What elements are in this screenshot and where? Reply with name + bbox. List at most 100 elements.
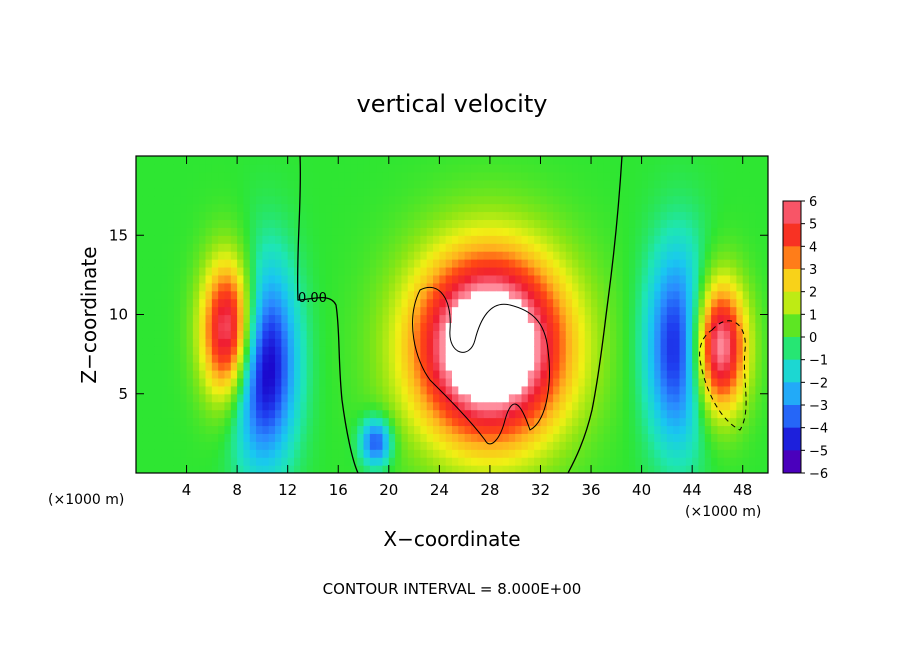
heatmap-cell <box>679 385 687 395</box>
heatmap-cell <box>325 417 333 427</box>
heatmap-cell <box>338 235 346 244</box>
heatmap-cell <box>622 290 630 300</box>
heatmap-cell <box>218 219 226 228</box>
heatmap-cell <box>407 179 415 189</box>
heatmap-cell <box>553 203 561 213</box>
heatmap-cell <box>502 441 510 450</box>
heatmap-cell <box>559 377 567 387</box>
heatmap-cell <box>692 219 700 228</box>
colorbar-tick-label: 1 <box>809 308 817 323</box>
heatmap-cell <box>388 179 396 189</box>
heatmap-cell <box>553 171 561 181</box>
heatmap-cell <box>610 187 617 197</box>
heatmap-cell <box>578 290 586 300</box>
heatmap-cell <box>540 377 548 387</box>
heatmap-cell <box>502 290 510 300</box>
heatmap-cell <box>262 362 270 371</box>
heatmap-cell <box>237 354 245 363</box>
heatmap-cell <box>761 290 768 300</box>
heatmap-cell <box>704 219 712 228</box>
heatmap-cell <box>572 441 579 450</box>
heatmap-cell <box>452 425 459 434</box>
heatmap-cell <box>749 314 756 324</box>
heatmap-cell <box>148 465 156 473</box>
heatmap-cell <box>635 330 643 339</box>
heatmap-cell <box>173 314 181 324</box>
heatmap-cell <box>154 251 162 260</box>
heatmap-cell <box>673 251 681 260</box>
heatmap-cell <box>685 393 693 403</box>
heatmap-cell <box>616 369 624 379</box>
heatmap-cell <box>211 338 219 347</box>
heatmap-cell <box>470 417 478 427</box>
heatmap-cell <box>319 274 327 284</box>
heatmap-cell <box>534 298 542 308</box>
heatmap-cell <box>294 171 301 181</box>
heatmap-cell <box>761 362 768 371</box>
heatmap-cell <box>382 274 390 284</box>
heatmap-cell <box>546 457 554 466</box>
heatmap-cell <box>597 441 605 450</box>
heatmap-cell <box>154 298 162 308</box>
heatmap-cell <box>679 457 687 466</box>
heatmap-cell <box>211 179 219 189</box>
heatmap-cell <box>464 266 472 276</box>
heatmap-cell <box>256 274 263 284</box>
heatmap-cell <box>635 377 643 387</box>
heatmap-cell <box>287 346 295 355</box>
heatmap-cell <box>224 290 232 300</box>
heatmap-cell <box>205 259 213 268</box>
heatmap-cell <box>395 282 403 292</box>
heatmap-cell <box>584 322 592 331</box>
heatmap-cell <box>591 377 598 387</box>
heatmap-cell <box>256 401 263 411</box>
heatmap-cell <box>433 211 440 221</box>
heatmap-cell <box>477 441 485 450</box>
heatmap-cell <box>230 243 238 252</box>
heatmap-cell <box>546 314 554 324</box>
heatmap-cell <box>426 266 434 276</box>
heatmap-cell <box>426 322 434 331</box>
heatmap-cell <box>237 179 245 189</box>
heatmap-cell <box>376 385 384 395</box>
heatmap-cell <box>635 163 643 173</box>
heatmap-cell <box>192 179 200 189</box>
heatmap-cell <box>218 449 226 458</box>
heatmap-cell <box>401 433 409 442</box>
heatmap-cell <box>572 369 579 379</box>
x-tick-label: 48 <box>733 481 752 499</box>
heatmap-cell <box>464 259 472 268</box>
heatmap-cell <box>717 171 725 181</box>
heatmap-cell <box>243 187 251 197</box>
heatmap-cell <box>167 354 175 363</box>
heatmap-cell <box>540 211 548 221</box>
heatmap-cell <box>603 259 611 268</box>
heatmap-cell <box>578 163 586 173</box>
heatmap-cell <box>350 369 358 379</box>
heatmap-cell <box>401 425 409 434</box>
heatmap-cell <box>420 243 428 252</box>
heatmap-cell <box>736 362 744 371</box>
heatmap-cell <box>546 235 554 244</box>
heatmap-cell <box>325 401 333 411</box>
heatmap-cell <box>610 330 617 339</box>
heatmap-cell <box>218 354 226 363</box>
heatmap-cell <box>426 235 434 244</box>
heatmap-cell <box>338 211 346 221</box>
heatmap-cell <box>420 362 428 371</box>
heatmap-cell <box>426 338 434 347</box>
heatmap-cell <box>711 219 719 228</box>
heatmap-cell <box>136 441 143 450</box>
heatmap-cell <box>723 163 731 173</box>
heatmap-cell <box>647 259 655 268</box>
zero-contour-line <box>567 156 623 473</box>
heatmap-cell <box>755 393 763 403</box>
heatmap-cell <box>527 195 535 205</box>
heatmap-cell <box>723 203 731 213</box>
heatmap-cell <box>369 282 377 292</box>
heatmap-cell <box>281 362 289 371</box>
heatmap-cell <box>275 282 282 292</box>
heatmap-cell <box>426 362 434 371</box>
heatmap-cell <box>312 211 320 221</box>
heatmap-cell <box>205 306 213 316</box>
